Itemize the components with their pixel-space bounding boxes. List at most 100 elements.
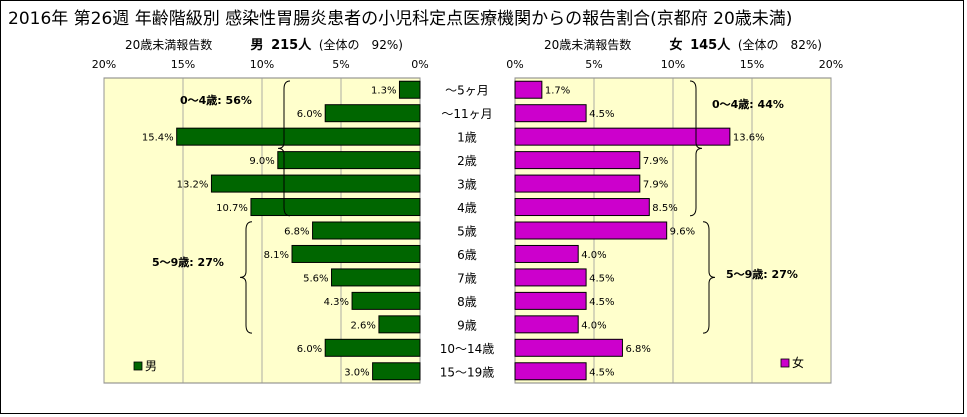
male-value-label: 1.3% [371, 86, 396, 97]
male-count: 215人 [271, 38, 312, 53]
female-share: (全体の 82%) [737, 38, 822, 52]
male-value-label: 4.3% [324, 297, 349, 308]
category-label: 5歳 [457, 225, 477, 239]
male-group-label-5-9: 5～9歳: 27% [152, 255, 224, 269]
female-x-tick-label: 20% [819, 58, 843, 71]
female-x-tick-label: 5% [585, 58, 602, 71]
male-bar [291, 244, 421, 263]
female-value-label: 4.5% [589, 367, 614, 378]
male-legend-label: 男 [145, 359, 157, 373]
female-value-label: 4.5% [589, 297, 614, 308]
male-bar [176, 127, 421, 146]
female-count: 145人 [690, 38, 731, 53]
male-bar [351, 291, 421, 310]
female-value-label: 7.9% [643, 180, 668, 191]
male-x-tick-label: 10% [250, 58, 274, 71]
female-bar [514, 338, 623, 357]
male-x-tick-label: 5% [332, 58, 349, 71]
female-bar [514, 221, 668, 240]
male-value-label: 15.4% [142, 133, 174, 144]
male-value-label: 5.6% [303, 273, 328, 284]
male-label: 男 [250, 38, 264, 53]
male-group-brace-5-9 [239, 221, 253, 334]
category-label: 15～19歳 [440, 365, 495, 379]
female-group-brace-5-9 [702, 221, 716, 334]
category-label: 1歳 [457, 131, 477, 145]
male-bar [324, 338, 421, 357]
male-share: (全体の 92%) [318, 38, 403, 52]
category-label: 10～14歳 [440, 342, 495, 356]
male-bar [378, 315, 421, 334]
female-value-label: 9.6% [670, 227, 695, 238]
female-group-label-5-9: 5～9歳: 27% [726, 267, 798, 281]
male-bar [312, 221, 421, 240]
male-bar [398, 80, 421, 99]
category-label: 4歳 [457, 201, 477, 215]
category-label: ～11ヶ月 [441, 107, 492, 121]
female-value-label: 7.9% [643, 156, 668, 167]
female-bar [514, 291, 587, 310]
male-bar [250, 198, 421, 217]
category-label: 8歳 [457, 295, 477, 309]
male-value-label: 2.6% [351, 320, 376, 331]
female-bar [514, 127, 731, 146]
female-legend-swatch [780, 358, 790, 368]
category-label: 6歳 [457, 248, 477, 262]
female-bar [514, 80, 543, 99]
male-header: 20歳未満報告数 男 215人 (全体の 92%) [125, 34, 403, 53]
male-group-brace-0-4 [277, 80, 291, 217]
male-x-tick-label: 15% [171, 58, 195, 71]
male-value-label: 6.0% [297, 344, 322, 355]
female-value-label: 4.5% [589, 273, 614, 284]
male-x-tick-label: 20% [92, 58, 116, 71]
male-bar [372, 362, 421, 381]
category-label: 9歳 [457, 318, 477, 332]
male-bar [331, 268, 421, 287]
male-value-label: 6.8% [284, 227, 309, 238]
female-bar [514, 198, 650, 217]
female-x-tick-label: 15% [740, 58, 764, 71]
female-group-brace-0-4 [689, 80, 703, 217]
chart-title: 2016年 第26週 年齢階級別 感染性胃腸炎患者の小児科定点医療機関からの報告… [8, 9, 793, 29]
female-value-label: 6.8% [625, 344, 650, 355]
female-bar [514, 362, 587, 381]
female-value-label: 13.6% [733, 133, 765, 144]
female-value-label: 4.0% [581, 320, 606, 331]
category-label: 7歳 [457, 271, 477, 285]
male-subtitle: 20歳未満報告数 [125, 38, 213, 52]
category-label: 3歳 [457, 178, 477, 192]
female-bar [514, 315, 579, 334]
male-value-label: 10.7% [216, 203, 248, 214]
female-bar [514, 174, 641, 193]
female-label: 女 [669, 38, 683, 53]
male-value-label: 9.0% [249, 156, 274, 167]
category-label: ～5ヶ月 [445, 84, 489, 98]
male-group-label-0-4: 0～4歳: 56% [180, 93, 252, 107]
category-label: 2歳 [457, 154, 477, 168]
female-header: 20歳未満報告数 女 145人 (全体の 82%) [544, 34, 822, 53]
female-subtitle: 20歳未満報告数 [544, 38, 632, 52]
male-x-tick-label: 0% [411, 58, 428, 71]
female-bar [514, 268, 587, 287]
female-group-label-0-4: 0～4歳: 44% [712, 97, 784, 111]
female-value-label: 4.0% [581, 250, 606, 261]
male-value-label: 13.2% [177, 180, 209, 191]
male-bar [277, 151, 421, 170]
male-bar [324, 104, 421, 123]
male-value-label: 6.0% [297, 109, 322, 120]
female-legend-label: 女 [792, 355, 804, 370]
female-x-tick-label: 10% [661, 58, 685, 71]
female-value-label: 8.5% [652, 203, 677, 214]
female-bar [514, 151, 641, 170]
male-value-label: 8.1% [264, 250, 289, 261]
male-value-label: 3.0% [344, 367, 369, 378]
male-legend-swatch [133, 361, 143, 371]
female-bar [514, 244, 579, 263]
female-x-tick-label: 0% [506, 58, 523, 71]
female-value-label: 1.7% [545, 86, 570, 97]
female-value-label: 4.5% [589, 109, 614, 120]
female-bar [514, 104, 587, 123]
male-bar [210, 174, 421, 193]
